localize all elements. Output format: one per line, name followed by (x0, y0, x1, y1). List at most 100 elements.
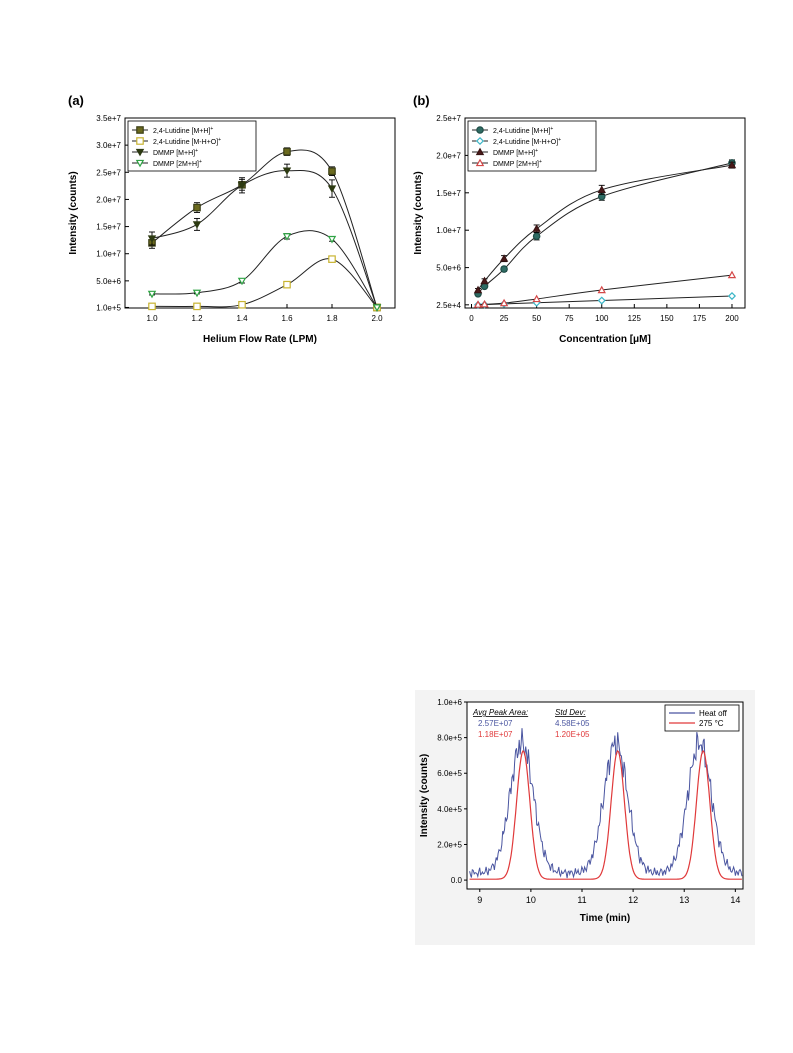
y-tick-label: 3.5e+7 (96, 114, 121, 123)
chart-panel-chromatogram: 0.0 2.0e+5 4.0e+5 6.0e+5 8.0e+5 1.0e+6 9 10 11 12… (415, 690, 755, 945)
legend-label: 275 °C (699, 719, 724, 728)
y-tick-label: 8.0e+5 (437, 734, 462, 743)
stats-area-value: 1.18E+07 (478, 730, 513, 739)
panel-label: (b) (413, 93, 430, 108)
data-point (532, 224, 541, 232)
data-point (480, 276, 489, 285)
x-tick-label: 0 (469, 314, 474, 323)
data-point (147, 235, 157, 243)
data-point (727, 270, 737, 279)
x-tick-label: 100 (595, 314, 609, 323)
data-point (282, 233, 292, 241)
data-point (480, 299, 489, 308)
x-tick-label: 1.4 (236, 314, 248, 323)
legend-marker (136, 126, 144, 134)
trace-1 (469, 750, 742, 880)
data-point (148, 302, 156, 311)
series-0 (148, 147, 381, 312)
stats-dev-value: 4.58E+05 (555, 719, 590, 728)
data-point (237, 182, 247, 190)
x-tick-label: 200 (725, 314, 739, 323)
series-line (151, 149, 378, 308)
chart-panel-b: (b) 2.5e+4 5.0e+6 1.0e+7 1.5e+7 2.0e+7 2.5e+7 0… (405, 85, 760, 355)
legend-label: 2,4-Lutidine [M+H]+ (153, 126, 213, 135)
legend-label-superscript: + (550, 126, 553, 132)
data-point (328, 255, 336, 263)
legend-box (467, 120, 597, 172)
legend-marker (135, 148, 145, 157)
legend-marker (475, 147, 485, 156)
series-1 (473, 291, 737, 309)
data-point (597, 285, 606, 294)
legend-marker (475, 136, 485, 146)
data-point (192, 289, 202, 298)
legend-box (664, 704, 740, 732)
y-tick-label: 1.0e+7 (436, 226, 461, 235)
data-point (473, 285, 483, 294)
x-tick-label: 1.6 (281, 314, 293, 323)
stats-header-area: Avg Peak Area: (472, 708, 528, 717)
y-tick-label: 2.5e+4 (436, 301, 461, 310)
x-tick-label: 12 (628, 895, 638, 905)
data-point (193, 302, 201, 311)
x-axis-label: Time (min) (580, 913, 630, 924)
data-point (327, 235, 337, 244)
plot-frame (124, 117, 396, 309)
data-point (372, 304, 382, 312)
legend-label: DMMP [M+H]+ (493, 148, 538, 157)
series-line (477, 162, 733, 295)
stats-dev-value: 1.20E+05 (555, 730, 590, 739)
y-axis-label: Intensity (counts) (413, 171, 424, 254)
legend-label-superscript: + (558, 137, 561, 143)
y-tick-label: 2.5e+7 (96, 168, 121, 177)
legend-label-superscript: + (218, 137, 221, 143)
x-tick-label: 2.0 (371, 314, 383, 323)
data-point (500, 265, 508, 273)
data-point (727, 291, 737, 301)
y-tick-label: 5.0e+6 (436, 264, 461, 273)
series-line (151, 258, 378, 308)
data-point (597, 296, 606, 305)
x-tick-label: 10 (526, 895, 536, 905)
chart-a-svg: (a) 1.0e+5 5.0e+6 1.0e+7 1.5e+7 2.0e+7 2.5e+7 3… (68, 93, 396, 345)
y-tick-label: 1.5e+7 (436, 189, 461, 198)
y-tick-label: 1.0e+6 (437, 698, 462, 707)
data-point (192, 221, 202, 229)
legend-marker (136, 137, 144, 145)
data-point (238, 300, 246, 309)
panel-label: (a) (68, 93, 84, 108)
legend-label-superscript: + (195, 148, 198, 154)
legend-label: 2,4-Lutidine [M+H]+ (493, 126, 553, 135)
y-tick-label: 2.0e+7 (436, 151, 461, 160)
y-tick-label: 2.5e+7 (436, 114, 461, 123)
legend-box (127, 120, 257, 172)
legend-label: 2,4-Lutidine [M-H+O]+ (493, 137, 561, 146)
legend-label: DMMP [M+H]+ (153, 148, 198, 157)
y-tick-label: 1.5e+7 (96, 223, 121, 232)
x-tick-label: 13 (679, 895, 689, 905)
legend-label: 2,4-Lutidine [M-H+O]+ (153, 137, 221, 146)
x-tick-label: 125 (628, 314, 642, 323)
legend-marker (135, 159, 145, 168)
chart-c-svg: 0.0 2.0e+5 4.0e+5 6.0e+5 8.0e+5 1.0e+6 9 10 11 12… (415, 690, 755, 945)
x-axis-label: Concentration [μM] (559, 334, 651, 345)
legend-label-superscript: + (210, 126, 213, 132)
x-tick-label: 25 (500, 314, 509, 323)
y-tick-label: 1.0e+7 (96, 250, 121, 259)
x-tick-label: 75 (565, 314, 574, 323)
y-axis-label: Intensity (counts) (419, 754, 430, 837)
y-tick-label: 5.0e+6 (96, 277, 121, 286)
x-axis-label: Helium Flow Rate (LPM) (203, 334, 317, 345)
y-tick-label: 3.0e+7 (96, 141, 121, 150)
legend-marker (476, 126, 484, 134)
data-point (237, 277, 247, 286)
series-0 (474, 159, 736, 298)
x-tick-label: 175 (693, 314, 707, 323)
series-2 (473, 160, 737, 294)
x-tick-label: 14 (730, 895, 740, 905)
y-tick-label: 2.0e+7 (96, 195, 121, 204)
legend-label: Heat off (699, 709, 728, 718)
series-3 (147, 230, 382, 312)
trace-0 (469, 728, 743, 879)
legend-marker (475, 158, 485, 167)
